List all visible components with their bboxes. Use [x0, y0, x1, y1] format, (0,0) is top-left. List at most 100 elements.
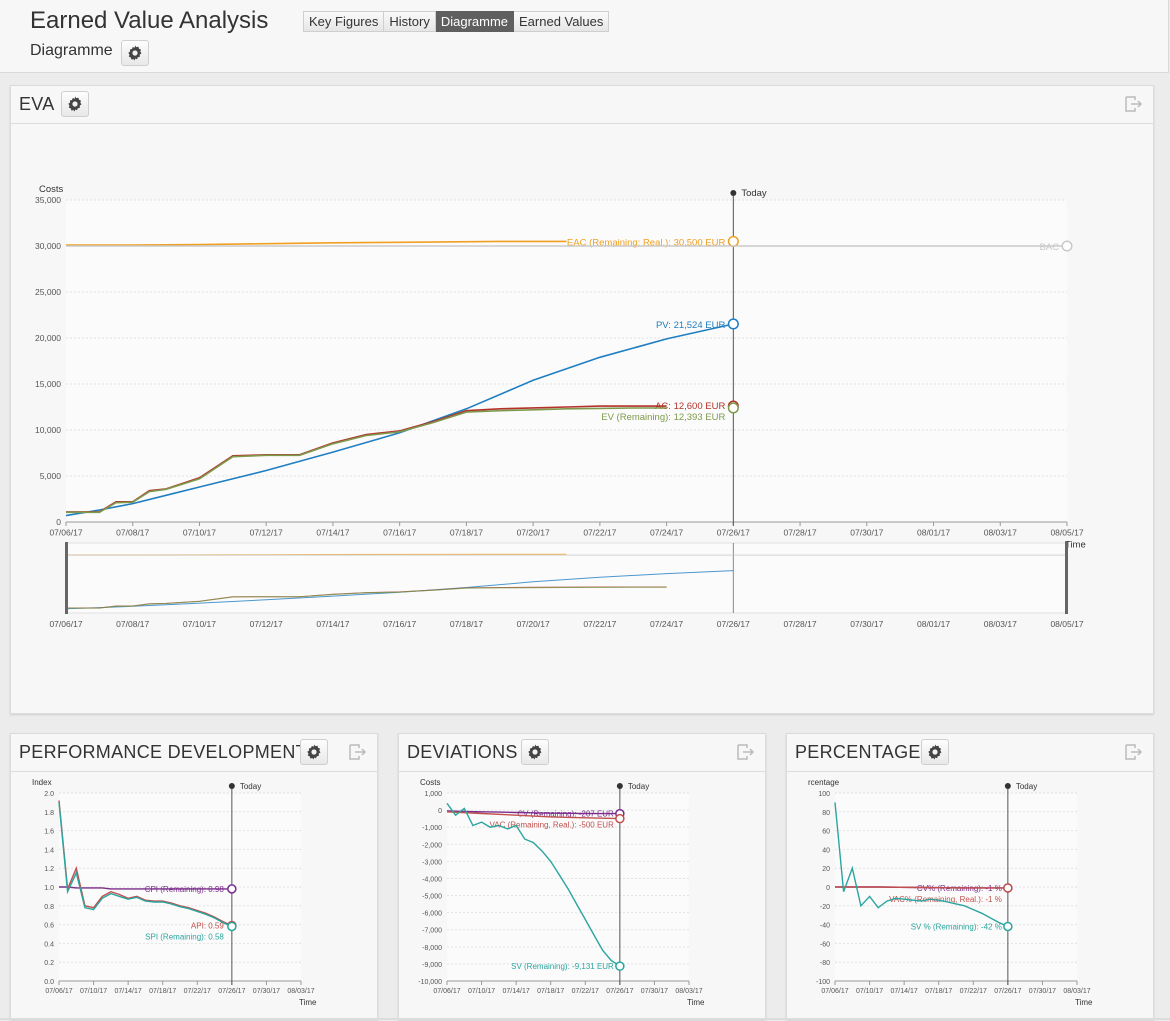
plot-area [447, 793, 689, 981]
percentage-panel: PERCENTAGE -100 -80 -60 -40 -20 0 20 40 60 80 100 0… [786, 733, 1154, 1020]
eva-panel-header: EVA [11, 86, 1153, 124]
gear-icon [528, 744, 542, 760]
series-label: CV (Remaining): -207 EUR [517, 810, 614, 819]
x-tick-label: 07/28/17 [784, 528, 817, 538]
y-axis-label: Costs [39, 184, 64, 195]
y-tick-label: 35,000 [35, 195, 61, 205]
x-tick-label: 07/26/17 [606, 988, 633, 995]
tab-key-figures[interactable]: Key Figures [303, 11, 385, 32]
y-tick-label: 1.4 [44, 847, 54, 854]
x-tick-label: 07/30/17 [253, 988, 280, 995]
y-tick-label: 0 [56, 517, 61, 527]
eva-settings-button[interactable] [61, 91, 89, 117]
x-tick-label: 07/14/17 [316, 528, 349, 538]
x-tick-label: 07/14/17 [503, 988, 530, 995]
y-tick-label: 1.6 [44, 829, 54, 836]
series-line-cpi-remaining- [59, 886, 232, 890]
series-end-marker [615, 813, 625, 824]
series-end-marker [227, 884, 237, 894]
x-tick-label: 07/22/17 [572, 988, 599, 995]
settings-button[interactable] [121, 40, 149, 66]
y-tick-label: 5,000 [40, 471, 62, 481]
x-tick-label: 07/20/17 [517, 528, 550, 538]
x-tick-label: 07/30/17 [641, 988, 668, 995]
overview-left-handle [65, 542, 68, 614]
y-tick-label: 0 [826, 885, 830, 892]
eva-panel-title: EVA [19, 94, 55, 114]
y-tick-label: 25,000 [35, 287, 61, 297]
page-title: Earned Value Analysis [30, 7, 269, 34]
y-tick-label: -10,000 [418, 979, 442, 986]
tab-history[interactable]: History [384, 11, 436, 32]
y-tick-label: -3,000 [422, 859, 442, 866]
series-label: SV % (Remaining): -42 % [911, 922, 1002, 931]
export-icon[interactable] [1123, 95, 1143, 113]
performance-settings-button[interactable] [300, 739, 328, 765]
overview-x-tick-label: 08/05/17 [1050, 619, 1083, 629]
overview-x-tick-label: 07/18/17 [450, 619, 483, 629]
x-tick-label: 07/18/17 [537, 988, 564, 995]
series-line-ev-remaining- [66, 407, 667, 514]
y-tick-label: 2.0 [44, 791, 54, 798]
y-tick-label: 20,000 [35, 333, 61, 343]
deviations-panel-title: DEVIATIONS [407, 742, 518, 762]
percentage-settings-button[interactable] [921, 739, 949, 765]
export-icon[interactable] [347, 743, 367, 761]
x-tick-label: 07/10/17 [468, 988, 495, 995]
performance-panel-title: PERFORMANCE DEVELOPMENT [19, 742, 307, 762]
y-tick-label: 0.2 [44, 960, 54, 967]
series-label: VAC% (Remaining, Real.): -1 % [889, 895, 1002, 904]
x-tick-label: 07/06/17 [433, 988, 460, 995]
overview-x-tick-label: 07/20/17 [517, 619, 550, 629]
series-label: EAC (Remaining; Real.): 30,500 EUR [567, 237, 726, 248]
y-tick-label: -100 [816, 979, 830, 986]
y-tick-label: -2,000 [422, 842, 442, 849]
series-end-marker [727, 402, 739, 414]
overview-x-tick-label: 07/10/17 [183, 619, 216, 629]
percentage-panel-header: PERCENTAGE [787, 734, 1153, 772]
today-label: Today [1016, 782, 1037, 791]
x-tick-label: 07/06/17 [821, 988, 848, 995]
performance-panel-header: PERFORMANCE DEVELOPMENT [11, 734, 377, 772]
y-tick-label: -5,000 [422, 894, 442, 901]
x-tick-label: 07/26/17 [218, 988, 245, 995]
tab-diagramme[interactable]: Diagramme [435, 11, 515, 32]
y-tick-label: 60 [822, 829, 830, 836]
x-tick-label: 07/10/17 [856, 988, 883, 995]
gear-icon [128, 45, 142, 61]
series-label: SPI (Remaining): 0.58 [145, 932, 224, 941]
y-tick-label: 80 [822, 810, 830, 817]
x-tick-label: 07/08/17 [116, 528, 149, 538]
x-tick-label: 07/14/17 [115, 988, 142, 995]
overview-x-tick-label: 07/30/17 [850, 619, 883, 629]
y-tick-label: 100 [818, 791, 830, 798]
deviations-settings-button[interactable] [521, 739, 549, 765]
x-tick-label: 07/18/17 [925, 988, 952, 995]
x-tick-label: 07/26/17 [994, 988, 1021, 995]
gear-icon [307, 744, 321, 760]
x-axis-label: Time [687, 998, 705, 1007]
y-tick-label: 20 [822, 866, 830, 873]
series-line-spi-remaining- [58, 802, 233, 928]
y-tick-label: -9,000 [422, 962, 442, 969]
export-icon[interactable] [735, 743, 755, 761]
eva-panel: EVA 0 5,000 10,000 15,000 20,000 25,000 30,000… [10, 85, 1154, 714]
view-tabs: Key Figures History Diagramme Earned Val… [303, 11, 610, 32]
series-label: BAC [1039, 242, 1059, 253]
today-marker [1004, 783, 1011, 789]
series-end-marker [1003, 921, 1013, 932]
today-marker [730, 190, 737, 196]
overview-series-line [66, 586, 667, 609]
export-icon[interactable] [1123, 743, 1143, 761]
x-tick-label: 07/22/17 [184, 988, 211, 995]
x-tick-label: 07/30/17 [1029, 988, 1056, 995]
x-tick-label: 07/18/17 [149, 988, 176, 995]
percentage-panel-title: PERCENTAGE [795, 742, 921, 762]
deviations-panel-header: DEVIATIONS [399, 734, 765, 772]
gear-icon [928, 744, 942, 760]
x-tick-label: 08/03/17 [675, 988, 702, 995]
plot-area [66, 200, 1067, 522]
x-tick-label: 07/06/17 [49, 528, 82, 538]
tab-earned-values[interactable]: Earned Values [514, 11, 610, 32]
y-tick-label: -80 [820, 960, 830, 967]
